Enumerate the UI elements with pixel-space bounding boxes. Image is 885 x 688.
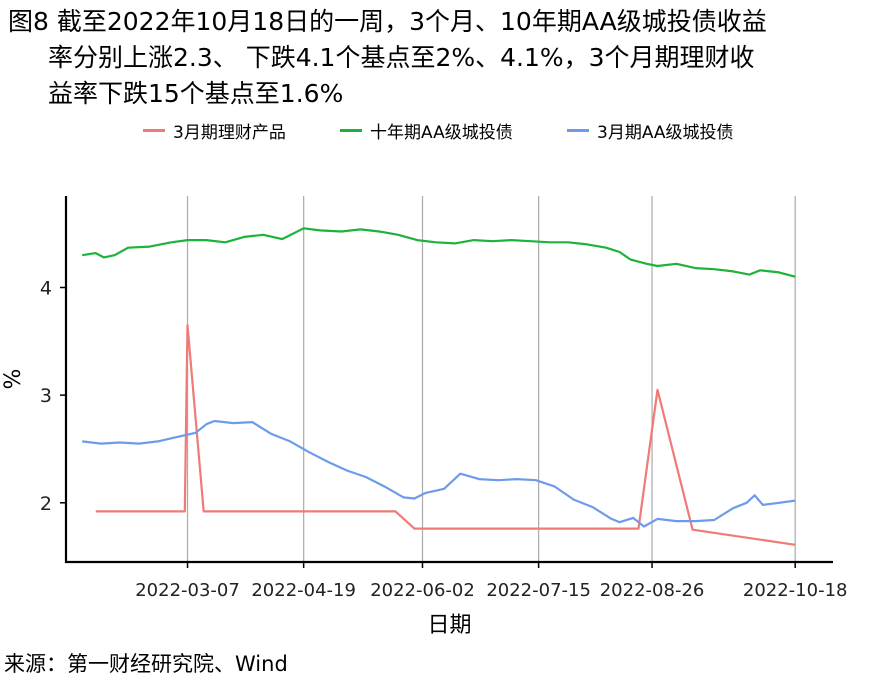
y-tick-label: 3 [40,385,52,407]
x-tick-label: 2022-04-19 [251,580,356,601]
series-line-3 [82,419,796,528]
y-axis-title: % [1,369,26,390]
legend-swatch [143,129,165,132]
x-tick-label: 2022-03-07 [135,580,240,601]
source-note: 来源：第一财经研究院、Wind [4,652,288,676]
series-line-1 [95,324,796,546]
legend-label: 3月期AA级城投债 [597,123,734,143]
legend-label: 3月期理财产品 [173,123,286,143]
title-line-2: 率分别上涨2.3、 下跌4.1个基点至2%、4.1%，3个月期理财收 [48,43,755,72]
legend-swatch [567,129,589,132]
x-tick-label: 2022-10-18 [743,580,848,601]
y-tick-label: 4 [40,278,52,300]
x-tick-label: 2022-06-02 [370,580,475,601]
title-line-1: 图8 截至2022年10月18日的一周，3个月、10年期AA级城投债收益 [8,7,767,36]
x-tick-label: 2022-07-15 [486,580,591,601]
legend-swatch [340,129,362,132]
y-tick-label: 2 [40,493,52,515]
x-tick-label: 2022-08-26 [600,580,705,601]
legend-item: 十年期AA级城投债 [340,118,513,143]
legend-item: 3月期理财产品 [143,118,286,143]
legend-item: 3月期AA级城投债 [567,118,734,143]
title-line-3: 益率下跌15个基点至1.6% [48,79,344,108]
series-line-2 [82,227,796,278]
legend-label: 十年期AA级城投债 [370,123,513,143]
legend: 3月期理财产品 十年期AA级城投债 3月期AA级城投债 [0,118,885,146]
x-axis-title: 日期 [427,613,471,638]
chart-title: 图8 截至2022年10月18日的一周，3个月、10年期AA级城投债收益 率分别… [8,4,878,112]
